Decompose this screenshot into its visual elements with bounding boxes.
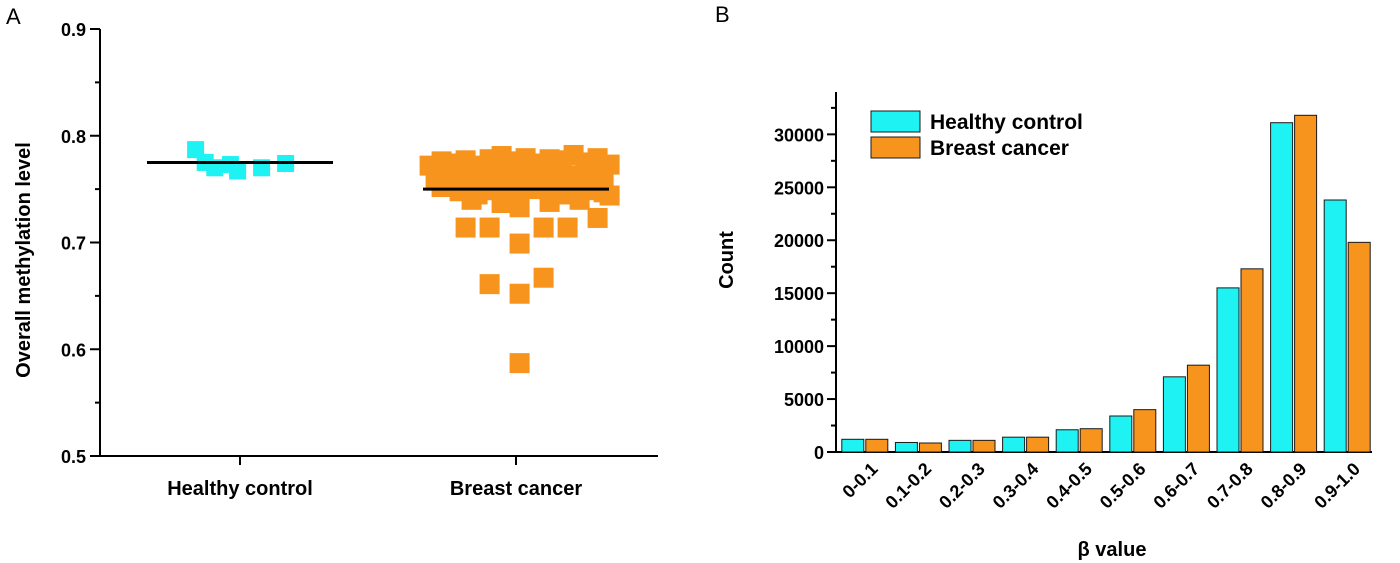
data-point xyxy=(509,197,530,218)
y-tick-label: 0 xyxy=(814,443,824,463)
bar xyxy=(1002,436,1026,453)
bar xyxy=(865,438,889,453)
y-tick-label: 10000 xyxy=(774,337,824,357)
y-tick-label: 5000 xyxy=(784,390,824,410)
bar xyxy=(894,441,918,453)
data-point xyxy=(461,189,482,210)
x-category-label: 0.8-0.9 xyxy=(1257,459,1311,513)
data-point xyxy=(479,274,500,295)
x-category-label: 0.6-0.7 xyxy=(1149,459,1203,513)
legend-swatch-healthy xyxy=(870,110,921,133)
panel-b-bars xyxy=(841,114,1371,453)
bar xyxy=(1294,114,1318,453)
bar xyxy=(918,442,942,453)
y-tick-label: 0.5 xyxy=(61,447,86,467)
bar xyxy=(972,439,996,453)
x-category-label: 0.4-0.5 xyxy=(1042,459,1096,513)
bar xyxy=(1270,122,1294,453)
y-tick-label: 0.7 xyxy=(61,234,86,254)
data-point xyxy=(187,141,205,159)
data-point xyxy=(509,353,530,374)
data-point xyxy=(509,283,530,304)
legend-label-healthy: Healthy control xyxy=(930,111,1083,134)
legend-swatch-cancer xyxy=(870,136,921,159)
y-tick-label: 30000 xyxy=(774,125,824,145)
bar xyxy=(1133,409,1157,453)
bar xyxy=(1079,428,1103,453)
data-point xyxy=(539,191,560,212)
bar xyxy=(1026,436,1050,453)
bar xyxy=(1055,429,1079,453)
data-point xyxy=(599,154,620,175)
y-tick-label: 0.6 xyxy=(61,340,86,360)
panel-a-mean-lines xyxy=(147,160,609,191)
data-point xyxy=(455,217,476,238)
data-point xyxy=(491,193,512,214)
y-tick-label: 0.8 xyxy=(61,127,86,147)
x-category-label: Breast cancer xyxy=(450,478,583,500)
data-point xyxy=(479,217,500,238)
bar xyxy=(1347,241,1371,453)
bar xyxy=(1186,364,1210,453)
x-category-label: 0.9-1.0 xyxy=(1310,459,1364,513)
bar xyxy=(1323,199,1347,453)
panel-a-points xyxy=(187,141,620,374)
bar xyxy=(1216,287,1240,453)
bar xyxy=(1240,268,1264,453)
panel-b-legend: Healthy control Breast cancer xyxy=(870,110,1083,160)
y-tick-label: 0.9 xyxy=(61,20,86,40)
panel-a-scatter-chart: A Overall methylation level 0.5 0.6 0.7 0.8… xyxy=(6,4,658,500)
x-axis-title-beta: β value xyxy=(1078,539,1147,561)
data-point xyxy=(557,217,578,238)
bar xyxy=(948,439,972,453)
x-category-label: 0.7-0.8 xyxy=(1203,459,1257,513)
data-point xyxy=(569,189,590,210)
x-category-label: 0.5-0.6 xyxy=(1096,459,1150,513)
data-point xyxy=(587,207,608,228)
bar xyxy=(1109,415,1133,453)
panel-b-label: B xyxy=(715,2,730,27)
y-axis-title: Overall methylation level xyxy=(13,142,35,378)
x-category-label: 0-0.1 xyxy=(838,459,881,502)
x-category-label: 0.2-0.3 xyxy=(935,459,989,513)
data-point xyxy=(229,162,247,180)
x-category-label: 0.3-0.4 xyxy=(989,459,1043,513)
bar xyxy=(841,438,865,453)
bar xyxy=(1162,376,1186,453)
data-point xyxy=(533,217,554,238)
y-axis-title-count: Count xyxy=(716,231,738,289)
data-point xyxy=(533,267,554,288)
y-tick-label: 25000 xyxy=(774,178,824,198)
data-point xyxy=(509,233,530,254)
data-point xyxy=(431,176,452,197)
panel-b-bar-chart: B Count β value 0 5000 10000 15000 20000 2500… xyxy=(715,2,1372,561)
x-category-label: Healthy control xyxy=(167,478,313,500)
panel-a-label: A xyxy=(6,4,21,29)
y-tick-label: 20000 xyxy=(774,231,824,251)
y-tick-label: 15000 xyxy=(774,284,824,304)
legend-label-cancer: Breast cancer xyxy=(930,137,1069,160)
x-category-label: 0.1-0.2 xyxy=(881,459,935,513)
panel-a-axes: 0.5 0.6 0.7 0.8 0.9 Healthy control Breast can… xyxy=(61,20,658,500)
